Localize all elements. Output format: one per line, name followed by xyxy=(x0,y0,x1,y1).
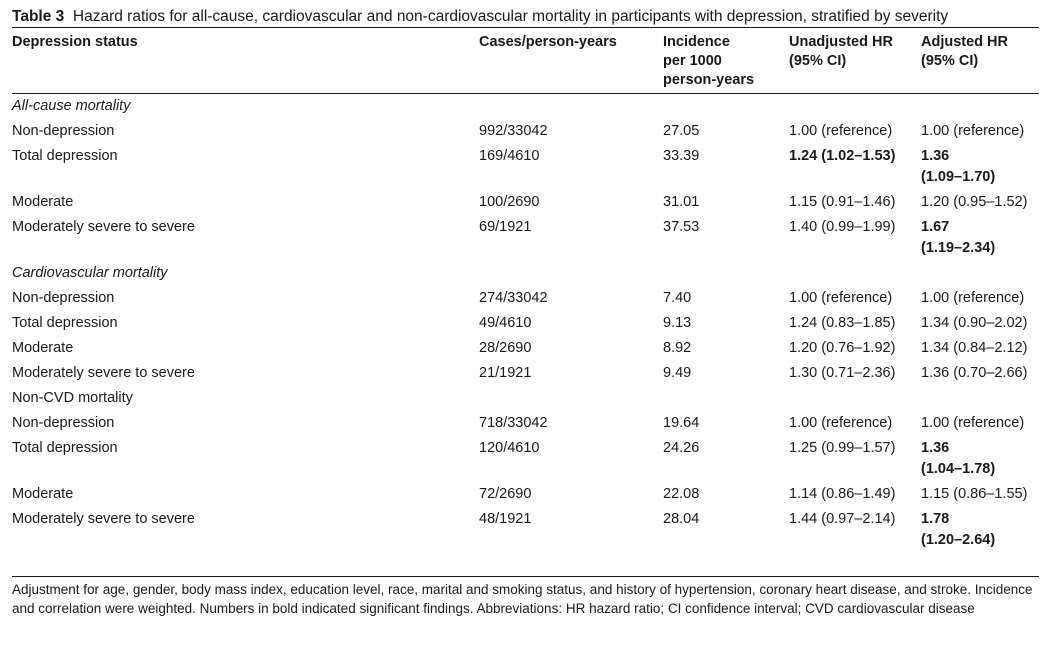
cell-status: Moderate xyxy=(12,194,74,210)
cell-incidence: 7.40 xyxy=(663,290,692,306)
cell-incidence: 8.92 xyxy=(663,340,692,356)
cell-unadjusted-hr: 1.44 (0.97–2.14) xyxy=(789,511,896,527)
cell-unadjusted-hr: 1.40 (0.99–1.99) xyxy=(789,219,896,235)
col-header-cases: Cases/person-years xyxy=(479,34,617,50)
table-caption: Table 3 Hazard ratios for all-cause, car… xyxy=(12,0,1039,27)
cell-incidence: 9.49 xyxy=(663,365,692,381)
cell-cases: 49/4610 xyxy=(479,315,532,331)
cell-unadjusted-hr: 1.00 (reference) xyxy=(789,415,893,431)
table-row: Total depression 120/4610 24.26 1.25 (0.… xyxy=(12,436,1039,482)
col-header-status: Depression status xyxy=(12,34,138,50)
cell-incidence: 27.05 xyxy=(663,123,700,139)
cell-unadjusted-hr: 1.24 (0.83–1.85) xyxy=(789,315,896,331)
cell-status: Moderate xyxy=(12,486,74,502)
table-row: Total depression 169/4610 33.39 1.24 (1.… xyxy=(12,144,1039,190)
cell-unadjusted-hr: 1.20 (0.76–1.92) xyxy=(789,340,896,356)
cell-status: Total depression xyxy=(12,148,118,164)
cell-cases: 120/4610 xyxy=(479,440,540,456)
table-row: Moderately severe to severe 48/1921 28.0… xyxy=(12,507,1039,553)
bottom-rule xyxy=(12,576,1039,577)
cell-incidence: 19.64 xyxy=(663,415,700,431)
cell-incidence: 28.04 xyxy=(663,511,700,527)
table-row: Moderate 100/2690 31.01 1.15 (0.91–1.46)… xyxy=(12,190,1039,215)
section-row: Cardiovascular mortality xyxy=(12,261,1039,286)
cell-adjusted-hr: 1.67 (1.19–2.34) xyxy=(921,219,996,256)
cell-status: Total depression xyxy=(12,440,118,456)
cell-incidence: 22.08 xyxy=(663,486,700,502)
cell-adjusted-hr: 1.00 (reference) xyxy=(921,415,1025,431)
cell-cases: 48/1921 xyxy=(479,511,532,527)
cell-adjusted-hr: 1.36 (1.04–1.78) xyxy=(921,440,996,477)
cell-status: Non-depression xyxy=(12,123,115,139)
cell-adjusted-hr: 1.34 (0.84–2.12) xyxy=(921,340,1028,356)
cell-adjusted-hr: 1.36 (1.09–1.70) xyxy=(921,148,996,185)
header-row: Depression status Cases/person-years Inc… xyxy=(12,28,1039,94)
cell-incidence: 24.26 xyxy=(663,440,700,456)
cell-incidence: 9.13 xyxy=(663,315,692,331)
table-row: Non-depression 718/33042 19.64 1.00 (ref… xyxy=(12,411,1039,436)
cell-status: Total depression xyxy=(12,315,118,331)
cell-unadjusted-hr: 1.00 (reference) xyxy=(789,123,893,139)
table-row: Moderate 28/2690 8.92 1.20 (0.76–1.92) 1… xyxy=(12,336,1039,361)
cell-adjusted-hr: 1.36 (0.70–2.66) xyxy=(921,365,1028,381)
section-title-all-cause: All-cause mortality xyxy=(12,98,131,114)
cell-adjusted-hr: 1.00 (reference) xyxy=(921,290,1025,306)
section-row: All-cause mortality xyxy=(12,94,1039,120)
cell-cases: 169/4610 xyxy=(479,148,540,164)
cell-unadjusted-hr: 1.30 (0.71–2.36) xyxy=(789,365,896,381)
cell-adjusted-hr: 1.34 (0.90–2.02) xyxy=(921,315,1028,331)
cell-incidence: 37.53 xyxy=(663,219,700,235)
table-row: Moderate 72/2690 22.08 1.14 (0.86–1.49) … xyxy=(12,482,1039,507)
cell-cases: 21/1921 xyxy=(479,365,532,381)
section-title-cardiovascular: Cardiovascular mortality xyxy=(12,265,168,281)
cell-unadjusted-hr: 1.00 (reference) xyxy=(789,290,893,306)
col-header-unadjusted-hr: Unadjusted HR (95% CI) xyxy=(789,34,893,69)
cell-status: Non-depression xyxy=(12,290,115,306)
cell-cases: 28/2690 xyxy=(479,340,532,356)
table-row: Moderately severe to severe 21/1921 9.49… xyxy=(12,361,1039,386)
cell-cases: 274/33042 xyxy=(479,290,548,306)
cell-adjusted-hr: 1.00 (reference) xyxy=(921,123,1025,139)
table-row: Total depression 49/4610 9.13 1.24 (0.83… xyxy=(12,311,1039,336)
cell-incidence: 33.39 xyxy=(663,148,700,164)
top-rule xyxy=(12,27,1039,28)
cell-unadjusted-hr: 1.24 (1.02–1.53) xyxy=(789,148,896,164)
table-label: Table 3 xyxy=(12,8,65,25)
cell-status: Moderately severe to severe xyxy=(12,511,195,527)
section-title-non-cvd: Non-CVD mortality xyxy=(12,390,133,406)
cell-adjusted-hr: 1.78 (1.20–2.64) xyxy=(921,511,996,548)
col-header-incidence: Incidence per 1000 person-years xyxy=(663,34,755,88)
cell-adjusted-hr: 1.15 (0.86–1.55) xyxy=(921,486,1028,502)
section-row: Non-CVD mortality xyxy=(12,386,1039,411)
table-row: Non-depression 992/33042 27.05 1.00 (ref… xyxy=(12,119,1039,144)
cell-unadjusted-hr: 1.15 (0.91–1.46) xyxy=(789,194,896,210)
cell-status: Moderately severe to severe xyxy=(12,219,195,235)
cell-unadjusted-hr: 1.25 (0.99–1.57) xyxy=(789,440,896,456)
table-footer: Adjustment for age, gender, body mass in… xyxy=(12,576,1039,618)
cell-cases: 992/33042 xyxy=(479,123,548,139)
cell-incidence: 31.01 xyxy=(663,194,700,210)
cell-cases: 72/2690 xyxy=(479,486,532,502)
table-footnote: Adjustment for age, gender, body mass in… xyxy=(12,582,1033,616)
cell-cases: 100/2690 xyxy=(479,194,540,210)
cell-cases: 69/1921 xyxy=(479,219,532,235)
cell-unadjusted-hr: 1.14 (0.86–1.49) xyxy=(789,486,896,502)
cell-cases: 718/33042 xyxy=(479,415,548,431)
col-header-adjusted-hr: Adjusted HR (95% CI) xyxy=(921,34,1008,69)
hazard-ratio-table: Depression status Cases/person-years Inc… xyxy=(12,28,1039,553)
table-row: Moderately severe to severe 69/1921 37.5… xyxy=(12,215,1039,261)
table-row: Non-depression 274/33042 7.40 1.00 (refe… xyxy=(12,286,1039,311)
table-caption-text: Hazard ratios for all-cause, cardiovascu… xyxy=(72,8,949,25)
cell-adjusted-hr: 1.20 (0.95–1.52) xyxy=(921,194,1028,210)
cell-status: Moderately severe to severe xyxy=(12,365,195,381)
cell-status: Non-depression xyxy=(12,415,115,431)
cell-status: Moderate xyxy=(12,340,74,356)
